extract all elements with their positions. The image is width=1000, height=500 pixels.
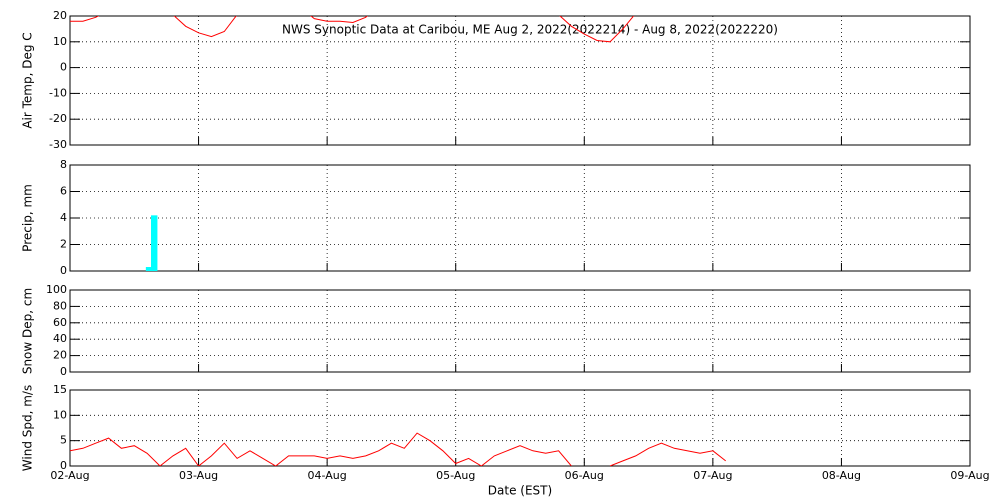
y-axis-label: Precip, mm bbox=[21, 184, 35, 252]
plot-area bbox=[70, 432, 727, 466]
data-line bbox=[70, 432, 572, 466]
y-tick-label: 20 bbox=[53, 9, 67, 22]
data-line bbox=[609, 442, 727, 466]
x-tick-label: 03-Aug bbox=[179, 469, 218, 482]
x-tick-label: 02-Aug bbox=[50, 469, 89, 482]
y-tick-label: 0 bbox=[60, 365, 67, 378]
y-tick-label: 10 bbox=[53, 35, 67, 48]
y-axis-label: Wind Spd, m/s bbox=[21, 385, 35, 471]
chart-title: NWS Synoptic Data at Caribou, ME Aug 2, … bbox=[282, 23, 778, 37]
x-tick-label: 09-Aug bbox=[950, 469, 989, 482]
y-tick-label: 0 bbox=[60, 459, 67, 472]
y-axis-label: Snow Dep, cm bbox=[21, 288, 35, 374]
y-tick-label: 0 bbox=[60, 264, 67, 277]
plot-area bbox=[145, 215, 158, 271]
x-axis-label: Date (EST) bbox=[488, 484, 552, 498]
y-tick-label: 6 bbox=[60, 185, 67, 198]
y-axis-label: Air Temp, Deg C bbox=[21, 32, 35, 128]
y-tick-label: 10 bbox=[53, 408, 67, 421]
y-tick-label: 5 bbox=[60, 434, 67, 447]
y-tick-label: 100 bbox=[46, 283, 67, 296]
panel-frame bbox=[69, 164, 971, 272]
y-tick-label: -30 bbox=[49, 138, 67, 151]
panel-frame bbox=[69, 389, 971, 467]
bar bbox=[145, 267, 151, 271]
y-tick-label: 15 bbox=[53, 383, 67, 396]
y-tick-label: 0 bbox=[60, 61, 67, 74]
data-line bbox=[70, 16, 635, 43]
panel-frame bbox=[69, 289, 971, 373]
plot-area bbox=[70, 16, 635, 43]
x-tick-label: 05-Aug bbox=[436, 469, 475, 482]
y-tick-label: 8 bbox=[60, 158, 67, 171]
y-tick-label: 40 bbox=[53, 332, 67, 345]
x-tick-label: 08-Aug bbox=[822, 469, 861, 482]
y-tick-label: 60 bbox=[53, 316, 67, 329]
x-tick-label: 06-Aug bbox=[565, 469, 604, 482]
y-tick-label: -20 bbox=[49, 112, 67, 125]
bar bbox=[151, 215, 158, 271]
y-tick-label: -10 bbox=[49, 86, 67, 99]
y-tick-label: 20 bbox=[53, 349, 67, 362]
x-tick-label: 04-Aug bbox=[308, 469, 347, 482]
y-tick-label: 2 bbox=[60, 238, 67, 251]
x-tick-label: 07-Aug bbox=[693, 469, 732, 482]
y-tick-label: 4 bbox=[60, 211, 67, 224]
y-tick-label: 80 bbox=[53, 299, 67, 312]
panel-frame bbox=[69, 15, 971, 146]
